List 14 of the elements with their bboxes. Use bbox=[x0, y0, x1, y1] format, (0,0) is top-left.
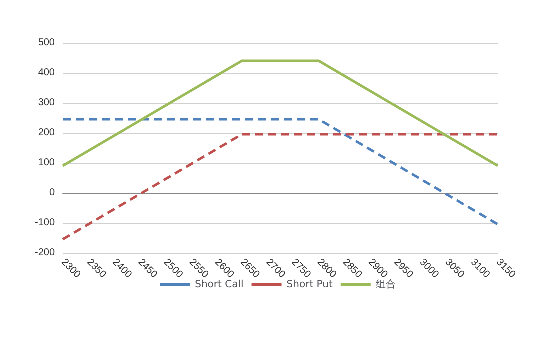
y-tick-label: -200 bbox=[34, 248, 56, 258]
line-series bbox=[62, 118, 500, 226]
legend-label: Short Call bbox=[195, 280, 244, 290]
y-tick-label: 100 bbox=[38, 158, 56, 168]
y-tick-label: 0 bbox=[49, 188, 56, 198]
line-series bbox=[62, 133, 500, 241]
y-tick-label: 300 bbox=[38, 98, 56, 108]
legend-label: 组合 bbox=[376, 278, 396, 290]
legend-label: Short Put bbox=[286, 280, 333, 290]
y-tick-label: 400 bbox=[38, 68, 56, 78]
y-tick-label: -100 bbox=[34, 218, 56, 228]
y-tick-label: 500 bbox=[38, 38, 56, 48]
line-series bbox=[62, 60, 500, 168]
y-tick-label: 200 bbox=[38, 128, 56, 138]
